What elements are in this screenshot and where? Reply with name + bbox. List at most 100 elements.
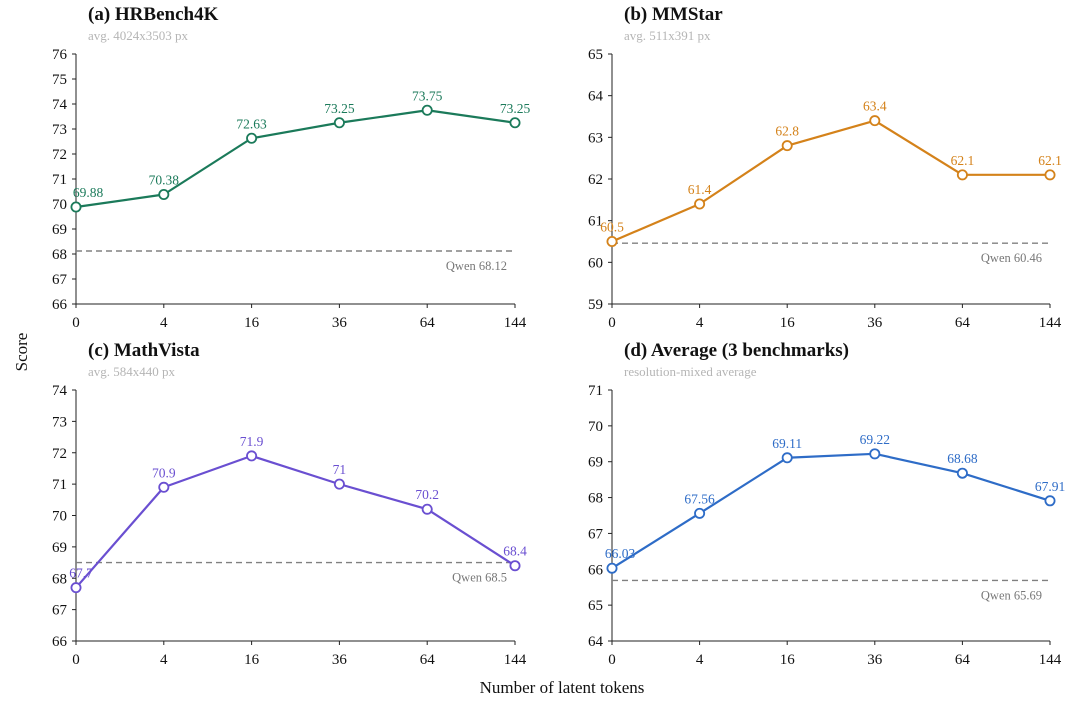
x-tick-label: 36 bbox=[867, 652, 883, 668]
x-tick-label: 36 bbox=[332, 315, 348, 331]
data-point bbox=[333, 478, 345, 490]
y-tick-label: 66 bbox=[52, 634, 68, 650]
data-point bbox=[869, 448, 881, 460]
x-tick-label: 0 bbox=[72, 315, 80, 331]
data-point bbox=[246, 450, 258, 462]
data-label: 63.4 bbox=[863, 99, 887, 114]
panel-average: (d) Average (3 benchmarks) resolution-mix… bbox=[588, 340, 1065, 668]
reference-label: Qwen 68.12 bbox=[446, 259, 507, 273]
x-tick-label: 36 bbox=[867, 315, 883, 331]
y-tick-label: 62 bbox=[588, 172, 603, 188]
data-label: 61.4 bbox=[688, 182, 712, 197]
x-tick-label: 64 bbox=[420, 315, 436, 331]
panel-title: (a) HRBench4K bbox=[88, 4, 219, 25]
series-line bbox=[611, 452, 1051, 570]
series-line bbox=[611, 119, 1050, 243]
data-point bbox=[606, 235, 618, 247]
data-label: 68.68 bbox=[947, 451, 978, 466]
panel-subtitle: avg. 584x440 px bbox=[88, 364, 176, 379]
y-tick-label: 75 bbox=[52, 72, 67, 88]
data-label: 69.11 bbox=[772, 436, 802, 451]
y-tick-label: 70 bbox=[52, 509, 67, 525]
data-point bbox=[158, 481, 170, 493]
y-tick-label: 61 bbox=[588, 214, 603, 230]
data-point bbox=[246, 132, 258, 144]
y-tick-label: 74 bbox=[52, 383, 68, 399]
data-label: 73.75 bbox=[412, 88, 443, 103]
y-tick-label: 69 bbox=[52, 222, 67, 238]
panel-subtitle: avg. 4024x3503 px bbox=[88, 28, 189, 43]
y-tick-label: 68 bbox=[52, 247, 67, 263]
data-point bbox=[606, 562, 618, 574]
y-tick-label: 71 bbox=[52, 477, 67, 493]
panel-title: (c) MathVista bbox=[88, 340, 200, 361]
x-tick-label: 0 bbox=[72, 652, 80, 668]
x-tick-label: 64 bbox=[420, 652, 436, 668]
y-tick-label: 69 bbox=[52, 540, 67, 556]
x-tick-label: 4 bbox=[696, 652, 704, 668]
y-tick-label: 67 bbox=[588, 526, 604, 542]
y-tick-label: 73 bbox=[52, 414, 67, 430]
x-tick-label: 0 bbox=[608, 315, 616, 331]
x-tick-label: 4 bbox=[696, 315, 704, 331]
panel-subtitle: avg. 511x391 px bbox=[624, 28, 711, 43]
panel-title: (d) Average (3 benchmarks) bbox=[624, 340, 849, 361]
data-label: 62.1 bbox=[1038, 153, 1062, 168]
panel-mathvista: (c) MathVista avg. 584x440 px 66 67 68 69 70 71… bbox=[52, 340, 527, 668]
y-tick-label: 76 bbox=[52, 47, 68, 63]
data-point bbox=[509, 560, 521, 572]
data-point bbox=[70, 201, 82, 213]
y-tick-label: 68 bbox=[52, 571, 67, 587]
x-tick-label: 4 bbox=[160, 315, 168, 331]
y-tick-label: 72 bbox=[52, 147, 67, 163]
y-tick-label: 71 bbox=[52, 172, 67, 188]
y-tick-label: 65 bbox=[588, 47, 603, 63]
data-label: 67.7 bbox=[69, 566, 93, 581]
x-tick-label: 4 bbox=[160, 652, 168, 668]
data-point bbox=[70, 582, 82, 594]
x-tick-label: 64 bbox=[955, 315, 971, 331]
data-label: 70.2 bbox=[415, 487, 439, 502]
y-tick-label: 59 bbox=[588, 297, 603, 313]
series-line bbox=[75, 109, 516, 209]
x-tick-label: 36 bbox=[332, 652, 348, 668]
panel-title: (b) MMStar bbox=[624, 4, 723, 25]
data-point bbox=[694, 198, 706, 210]
data-point bbox=[781, 140, 793, 152]
y-tick-label: 70 bbox=[52, 197, 67, 213]
data-point bbox=[158, 188, 170, 200]
panels: (a) HRBench4K avg. 4024x3503 px 66 67 68 69 70… bbox=[52, 4, 1065, 668]
data-point bbox=[869, 115, 881, 127]
y-tick-label: 63 bbox=[588, 130, 603, 146]
data-label: 70.38 bbox=[149, 173, 180, 188]
x-tick-label: 16 bbox=[780, 652, 796, 668]
data-label: 73.25 bbox=[500, 101, 531, 116]
data-label: 62.8 bbox=[775, 124, 799, 139]
data-label: 67.56 bbox=[684, 491, 715, 506]
series-line bbox=[75, 454, 516, 589]
y-tick-label: 71 bbox=[588, 383, 603, 399]
y-tick-label: 65 bbox=[588, 598, 603, 614]
data-label: 69.22 bbox=[860, 432, 890, 447]
x-tick-label: 64 bbox=[955, 652, 971, 668]
data-label: 66.03 bbox=[605, 546, 636, 561]
reference-label: Qwen 68.5 bbox=[452, 571, 507, 585]
y-tick-label: 72 bbox=[52, 446, 67, 462]
x-tick-label: 16 bbox=[244, 315, 260, 331]
data-label: 73.25 bbox=[324, 101, 355, 116]
y-axis-label: Score bbox=[12, 333, 31, 372]
y-tick-label: 66 bbox=[52, 297, 68, 313]
panel-hrbench4k: (a) HRBench4K avg. 4024x3503 px 66 67 68 69 70… bbox=[52, 4, 530, 331]
data-point bbox=[956, 169, 968, 181]
y-tick-label: 73 bbox=[52, 122, 67, 138]
x-tick-label: 144 bbox=[1039, 315, 1062, 331]
data-label: 60.5 bbox=[600, 220, 624, 235]
data-point bbox=[956, 467, 968, 479]
data-label: 70.9 bbox=[152, 465, 176, 480]
y-tick-label: 64 bbox=[588, 634, 604, 650]
data-label: 71.9 bbox=[240, 434, 264, 449]
data-label: 67.91 bbox=[1035, 479, 1065, 494]
y-tick-label: 68 bbox=[588, 491, 603, 507]
data-label: 62.1 bbox=[951, 153, 975, 168]
